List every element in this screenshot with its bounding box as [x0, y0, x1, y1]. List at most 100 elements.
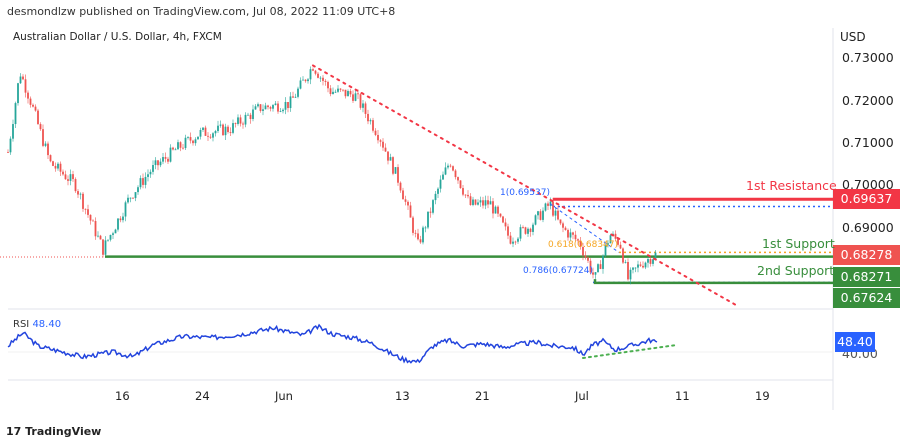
candle-body: [232, 123, 234, 133]
candle-body: [189, 137, 192, 141]
candle-body: [459, 180, 462, 189]
candle-body: [17, 83, 19, 104]
candle-body: [539, 211, 542, 220]
candle-body: [144, 176, 147, 185]
y-tick: 0.73000: [842, 50, 894, 65]
candle-body: [569, 232, 572, 238]
brand-name: TradingView: [25, 425, 102, 438]
x-tick: 21: [475, 389, 490, 403]
candle-body: [564, 227, 567, 230]
candle-body: [99, 235, 102, 240]
candle-body: [294, 96, 297, 98]
candle-body: [574, 234, 577, 240]
candle-body: [9, 138, 12, 153]
candle-body: [422, 227, 424, 243]
candle-body: [534, 215, 537, 225]
candle-body: [587, 257, 589, 261]
tradingview-logo: 𝟭𝟳 TradingView: [6, 425, 101, 438]
rsi-line: [7, 323, 658, 364]
candle-body: [632, 267, 634, 270]
candle-body: [497, 206, 499, 214]
candle-body: [164, 157, 167, 159]
candle-body: [154, 160, 157, 166]
candle-body: [302, 79, 304, 81]
rsi-value-box: 48.40: [835, 332, 875, 352]
candle-body: [379, 140, 382, 142]
candle-body: [377, 134, 379, 141]
candle-body: [209, 136, 212, 138]
candle-body: [217, 125, 219, 132]
candle-body: [79, 193, 82, 195]
candle-body: [167, 158, 169, 162]
candle-body: [132, 197, 134, 199]
candle-body: [357, 93, 359, 95]
candle-body: [297, 88, 299, 97]
candle-body: [519, 227, 522, 239]
candle-body: [49, 155, 52, 162]
candle-body: [52, 161, 54, 166]
x-tick: 11: [675, 389, 690, 403]
candle-body: [257, 104, 259, 107]
candle-body: [262, 109, 264, 111]
candle-body: [344, 89, 347, 97]
candle-body: [504, 222, 507, 227]
candle-body: [187, 137, 189, 138]
candle-body: [597, 264, 599, 273]
candle-body: [307, 79, 309, 82]
fib-786-label: 0.786(0.67724): [523, 266, 594, 276]
candle-body: [129, 197, 132, 199]
candle-body: [177, 142, 179, 150]
candle-body: [557, 210, 559, 220]
candle-body: [599, 264, 602, 269]
candle-body: [339, 88, 342, 90]
candle-body: [407, 201, 409, 206]
candle-body: [382, 141, 384, 148]
candle-body: [332, 91, 334, 95]
candle-body: [579, 240, 582, 247]
candle-body: [227, 126, 229, 133]
candle-body: [572, 232, 574, 235]
candle-body: [34, 106, 37, 111]
candle-body: [607, 243, 609, 245]
candle-body: [604, 244, 607, 256]
candle-body: [362, 103, 364, 108]
candle-body: [42, 129, 44, 146]
candle-body: [197, 136, 199, 140]
candle-body: [134, 192, 137, 199]
candle-body: [367, 113, 369, 122]
x-tick: Jul: [575, 389, 589, 403]
candle-body: [524, 227, 527, 234]
candle-body: [544, 203, 547, 211]
candle-body: [114, 229, 117, 234]
candle-body: [222, 124, 224, 136]
support2-price-box: 0.67624: [833, 288, 900, 308]
candle-body: [522, 227, 524, 228]
candle-body: [204, 127, 207, 136]
candle-body: [87, 209, 89, 215]
candle-body: [107, 239, 109, 241]
candle-body: [314, 70, 317, 74]
candle-body: [624, 261, 627, 263]
candle-body: [29, 98, 32, 105]
candle-body: [162, 157, 164, 162]
candle-body: [244, 114, 247, 125]
candle-body: [214, 131, 217, 134]
candle-body: [289, 96, 292, 109]
candle-body: [342, 89, 344, 91]
candle-body: [117, 218, 119, 230]
candle-body: [547, 203, 549, 206]
candle-body: [537, 211, 539, 216]
candle-body: [279, 111, 282, 112]
y-tick: 0.69000: [842, 220, 894, 235]
candle-body: [207, 135, 209, 137]
candle-body: [329, 88, 332, 95]
candle-body: [272, 105, 274, 109]
candle-body: [124, 202, 127, 217]
candle-body: [224, 126, 227, 136]
candle-body: [12, 124, 14, 139]
candle-body: [62, 171, 64, 175]
candle-body: [409, 205, 412, 218]
resistance-price-box: 0.69637: [833, 189, 900, 209]
